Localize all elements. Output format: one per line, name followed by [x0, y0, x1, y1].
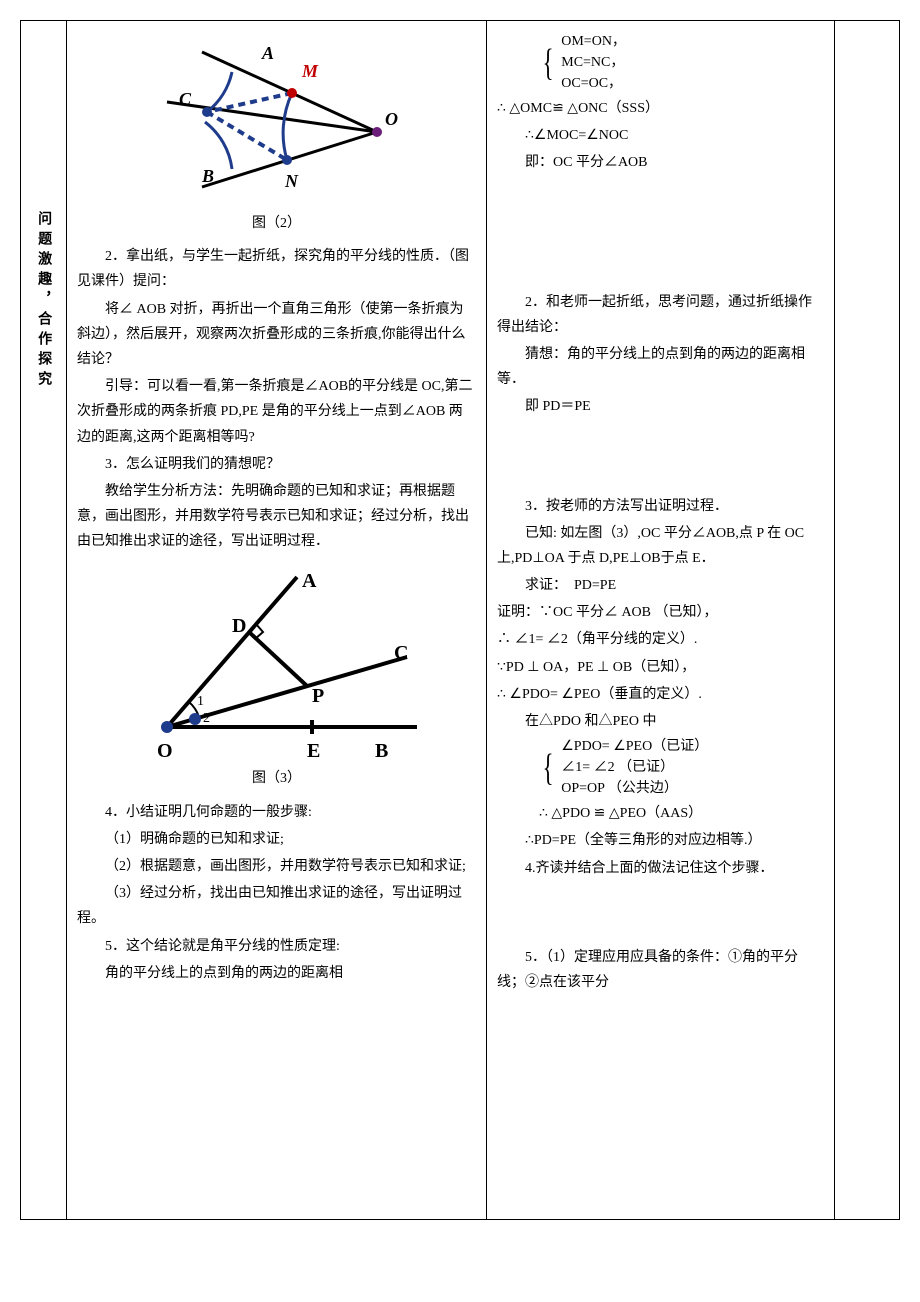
- brace-2-lines: ∠PDO= ∠PEO（已证） ∠1= ∠2 （已证） OP=OP （公共边）: [561, 736, 708, 799]
- row-label-cell: 问题激趣，合作探究: [21, 21, 67, 1219]
- mid-p5: 教给学生分析方法：先明确命题的已知和求证；再根据题意，画出图形，并用数学符号表示…: [77, 479, 476, 555]
- mid-p10: 5．这个结论就是角平分线的性质定理:: [77, 934, 476, 959]
- r15: ∴ △PDO ≌ △PEO（AAS）: [497, 801, 824, 826]
- brace-1-lines: OM=ON， MC=NC， OC=OC，: [561, 31, 626, 94]
- r13: ∴ ∠PDO= ∠PEO（垂直的定义）.: [497, 682, 824, 707]
- mid-p1: 2．拿出纸，与学生一起折纸，探究角的平分线的性质．（图见课件）提问：: [77, 244, 476, 294]
- mid-p6: 4．小结证明几何命题的一般步骤:: [77, 800, 476, 825]
- label-M: M: [301, 61, 319, 81]
- brace-icon-2: {: [543, 749, 554, 787]
- f3-D: D: [232, 615, 246, 637]
- brace2-l1: ∠PDO= ∠PEO（已证）: [561, 736, 708, 757]
- label-B: B: [201, 166, 214, 186]
- spacer-2: [497, 422, 824, 492]
- figure-3: A D C P 1 2 O E B 图（3）: [77, 562, 476, 791]
- r16: ∴PD=PE（全等三角形的对应边相等.）: [497, 828, 824, 853]
- f3-1: 1: [197, 694, 204, 709]
- r6: 即 PD＝PE: [497, 394, 824, 419]
- f3-A: A: [302, 570, 317, 592]
- r10: 证明：∵OC 平分∠ AOB （已知），: [497, 600, 824, 625]
- label-C: C: [179, 89, 192, 109]
- f3-2: 2: [203, 711, 210, 726]
- r17: 4.齐读并结合上面的做法记住这个步骤．: [497, 856, 824, 881]
- r8: 已知: 如左图（3）,OC 平分∠AOB,点 P 在 OC 上,PD⊥OA 于点…: [497, 521, 824, 571]
- mid-p11: 角的平分线上的点到角的两边的距离相: [77, 961, 476, 986]
- mid-p2: 将∠ AOB 对折，再折出一个直角三角形（使第一条折痕为斜边），然后展开，观察两…: [77, 297, 476, 373]
- figure-2-svg: A M C O B N: [147, 37, 407, 207]
- mid-p9: （3）经过分析，找出由已知推出求证的途径，写出证明过程。: [77, 881, 476, 931]
- r7: 3．按老师的方法写出证明过程．: [497, 494, 824, 519]
- mid-p3: 引导：可以看一看,第一条折痕是∠AOB的平分线是 OC,第二次折叠形成的两条折痕…: [77, 374, 476, 450]
- brace1-l1: OM=ON，: [561, 31, 626, 52]
- r5: 猜想：角的平分线上的点到角的两边的距离相等．: [497, 342, 824, 392]
- teacher-column: A M C O B N 图（2） 2．拿出纸，与学生一起折纸，探究角的平分线的性…: [67, 21, 487, 1219]
- figure-2: A M C O B N 图（2）: [77, 37, 476, 236]
- figure-3-caption: 图（3）: [77, 766, 476, 791]
- f3-P: P: [312, 685, 324, 707]
- spacer-1: [497, 178, 824, 288]
- r1: ∴ △OMC≌ △ONC（SSS）: [497, 96, 824, 121]
- r12: ∵PD ⊥ OA，PE ⊥ OB（已知），: [497, 655, 824, 680]
- mid-p7: （1）明确命题的已知和求证;: [77, 827, 476, 852]
- r3: 即：OC 平分∠AOB: [497, 150, 824, 175]
- label-N: N: [284, 171, 299, 191]
- brace-1: { OM=ON， MC=NC， OC=OC，: [539, 31, 824, 94]
- brace2-l2: ∠1= ∠2 （已证）: [561, 757, 708, 778]
- brace1-l2: MC=NC，: [561, 52, 626, 73]
- student-column: { OM=ON， MC=NC， OC=OC， ∴ △OMC≌ △ONC（SSS）…: [487, 21, 835, 1219]
- r14: 在△PDO 和△PEO 中: [497, 709, 824, 734]
- r9: 求证： PD=PE: [497, 573, 824, 598]
- figure-2-caption: 图（2）: [77, 211, 476, 236]
- mid-p4: 3．怎么证明我们的猜想呢？: [77, 452, 476, 477]
- brace-2: { ∠PDO= ∠PEO（已证） ∠1= ∠2 （已证） OP=OP （公共边）: [539, 736, 824, 799]
- brace1-l3: OC=OC，: [561, 73, 626, 94]
- f3-B: B: [375, 740, 388, 762]
- figure-3-svg: A D C P 1 2 O E B: [127, 562, 427, 762]
- f3-C: C: [394, 642, 408, 664]
- section-label: 问题激趣，合作探究: [31, 211, 56, 391]
- r4: 2．和老师一起折纸，思考问题，通过折纸操作得出结论：: [497, 290, 824, 340]
- label-O: O: [385, 109, 398, 129]
- brace2-l3: OP=OP （公共边）: [561, 778, 708, 799]
- spacer-3: [497, 883, 824, 943]
- r11: ∴ ∠1= ∠2（角平分线的定义）.: [497, 627, 824, 652]
- label-A: A: [261, 43, 274, 63]
- r18: 5．（1）定理应用应具备的条件：①角的平分线；②点在该平分: [497, 945, 824, 995]
- f3-E: E: [307, 740, 320, 762]
- r2: ∴∠MOC=∠NOC: [497, 123, 824, 148]
- mid-p8: （2）根据题意，画出图形，并用数学符号表示已知和求证;: [77, 854, 476, 879]
- f3-O: O: [157, 740, 173, 762]
- far-right-column: [835, 21, 855, 1219]
- brace-icon: {: [543, 44, 554, 82]
- page-table: 问题激趣，合作探究: [20, 20, 900, 1220]
